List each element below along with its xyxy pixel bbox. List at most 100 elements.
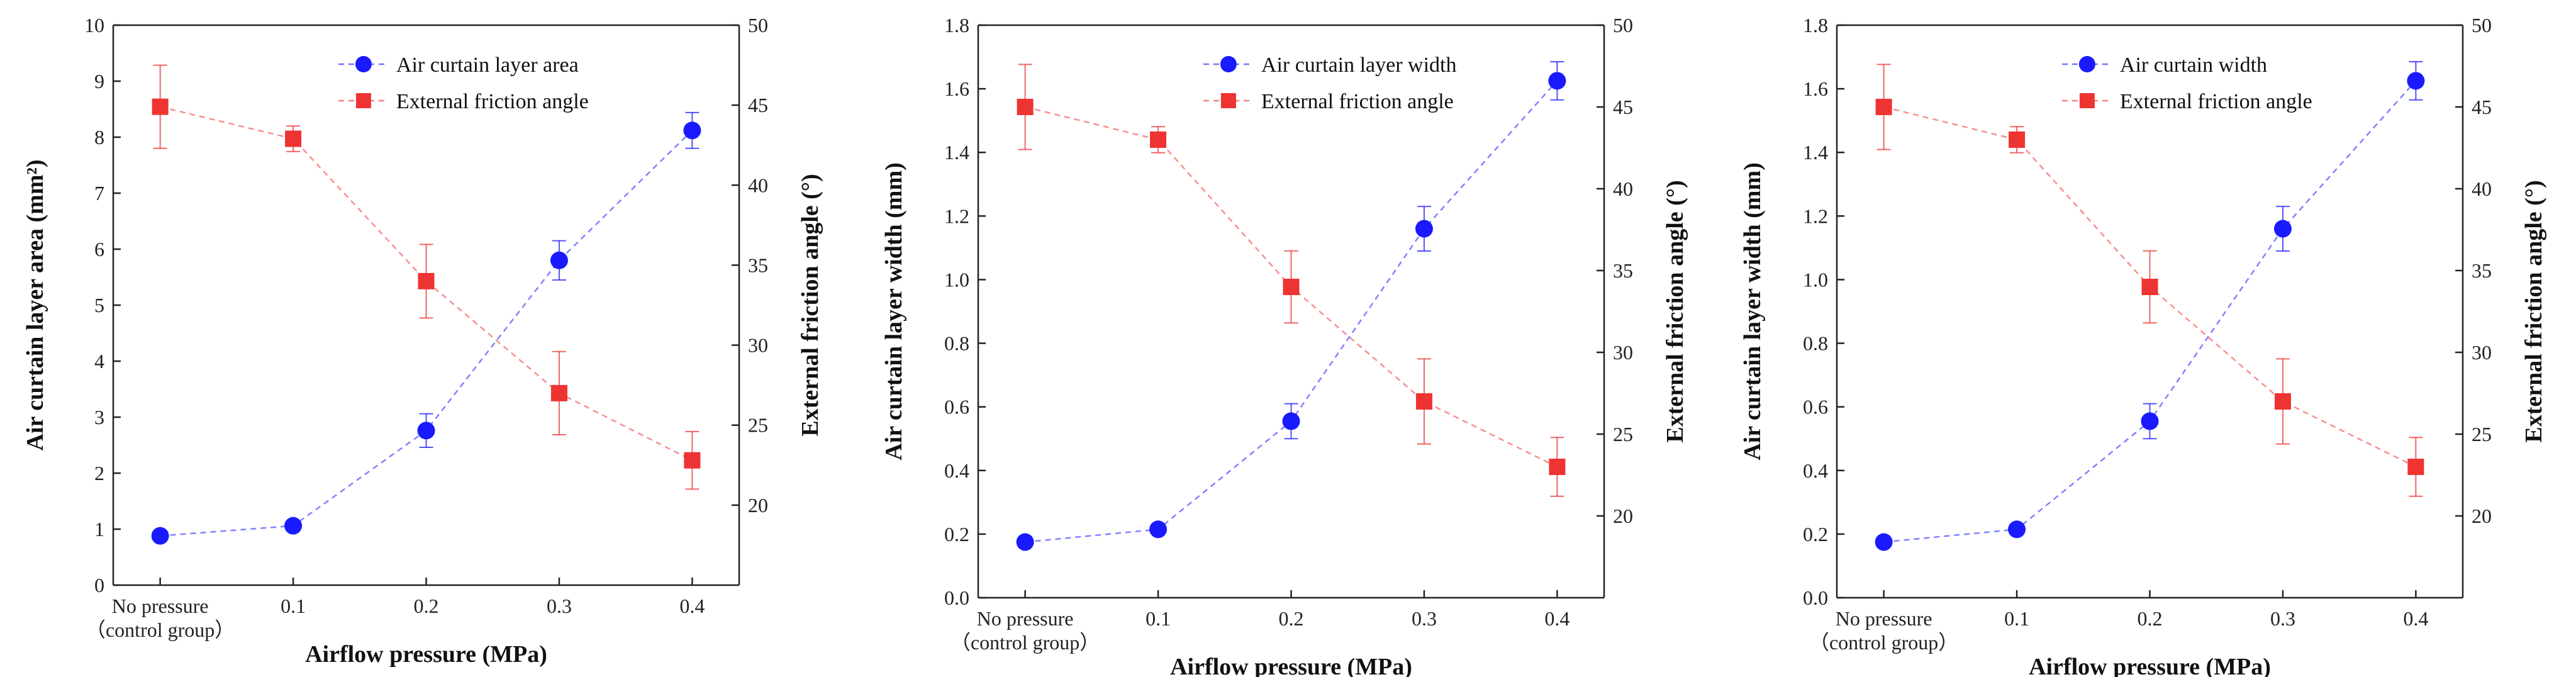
y-right-tick-label: 25: [2472, 423, 2492, 445]
data-point: [151, 527, 169, 545]
y-left-tick-label: 1: [94, 518, 104, 540]
x-axis-title: Airflow pressure (MPa): [2029, 654, 2271, 677]
y-left-tick-label: 9: [94, 70, 104, 92]
y-right-tick-label: 25: [748, 414, 768, 437]
x-tick-label: 0.2: [2138, 607, 2163, 630]
y-left-tick-label: 10: [84, 14, 104, 36]
y-right-tick-label: 45: [2472, 96, 2492, 118]
y-right-tick-label: 40: [2472, 177, 2492, 200]
data-point: [418, 272, 435, 289]
y-left-tick-label: 0.6: [1803, 396, 1828, 418]
y-left-tick-label: 1.8: [944, 14, 969, 36]
y-right-tick-label: 50: [748, 14, 768, 36]
legend-marker: [1220, 56, 1237, 72]
x-tick-label: 0.1: [2004, 607, 2029, 630]
y-left-tick-label: 1.4: [944, 141, 969, 164]
data-point: [2407, 72, 2425, 90]
legend-item: External friction angle: [338, 90, 589, 113]
data-point: [1875, 99, 1892, 115]
y-left-tick-label: 4: [94, 350, 104, 372]
data-point: [2274, 393, 2291, 410]
x-axis-title: Airflow pressure (MPa): [305, 641, 547, 668]
legend-label: External friction angle: [396, 90, 589, 113]
x-tick-label: （control group）: [1809, 631, 1958, 654]
y-right-axis-title: External friction angle (°): [2521, 180, 2547, 442]
legend-marker: [2079, 93, 2095, 108]
legend-item: Air curtain width: [2061, 53, 2267, 77]
data-point: [1016, 533, 1034, 551]
y-left-tick-label: 1.6: [1803, 77, 1828, 100]
x-tick-label: 0.3: [547, 595, 572, 617]
y-right-tick-label: 20: [2472, 505, 2492, 527]
y-left-tick-label: 1.0: [1803, 268, 1828, 291]
y-left-tick-label: 0.8: [1803, 332, 1828, 355]
legend-label: Air curtain width: [2120, 53, 2267, 77]
data-point: [1875, 533, 1893, 551]
y-left-tick-label: 0: [94, 574, 104, 596]
data-point: [1549, 459, 1566, 475]
data-point: [1415, 393, 1432, 410]
y-left-axis-title: Air curtain layer width (mm): [1739, 162, 1766, 461]
series-line: [160, 106, 693, 461]
y-right-tick-label: 20: [748, 494, 768, 517]
legend-item: External friction angle: [2061, 90, 2312, 113]
x-tick-label: （control group）: [86, 618, 235, 641]
data-point: [1017, 99, 1034, 115]
data-point: [550, 384, 567, 401]
y-right-axis-title: External friction angle (°): [1662, 180, 1688, 442]
y-left-tick-label: 1.4: [1803, 141, 1828, 164]
legend-label: External friction angle: [1261, 90, 1454, 113]
y-right-tick-label: 30: [2472, 341, 2492, 364]
legend-item: Air curtain layer area: [338, 53, 579, 77]
legend-label: External friction angle: [2120, 90, 2312, 113]
chart-panel-width: 0.0 0.2 0.4 0.6 0.8 1.0 1.2 1.4 1.6 1.8 20 25 30 35 40…: [859, 0, 1717, 677]
x-tick-label: 0.1: [281, 595, 306, 617]
data-point: [550, 251, 568, 269]
x-tick-label: 0.2: [414, 595, 439, 617]
x-tick-label: 0.3: [2270, 607, 2295, 630]
data-point: [2273, 220, 2292, 238]
x-tick-label: 0.4: [679, 595, 705, 617]
y-right-axis-title: External friction angle (°): [797, 174, 823, 436]
y-right-tick-label: 20: [1613, 505, 1633, 527]
y-left-tick-label: 0.2: [1803, 523, 1828, 546]
data-point: [1415, 220, 1433, 238]
x-tick-label: No pressure: [977, 607, 1074, 630]
chart-svg-width: 0.0 0.2 0.4 0.6 0.8 1.0 1.2 1.4 1.6 1.8 20 25 30 35 40…: [881, 14, 1688, 677]
legend-marker: [355, 93, 371, 108]
data-point: [284, 517, 303, 535]
x-tick-label: （control group）: [951, 631, 1100, 654]
y-left-tick-label: 1.2: [1803, 204, 1828, 227]
y-right-tick-label: 35: [2472, 259, 2492, 282]
y-left-tick-label: 1.2: [944, 204, 969, 227]
x-tick-label: No pressure: [1836, 607, 1932, 630]
data-point: [2008, 520, 2026, 539]
y-left-tick-label: 3: [94, 406, 104, 428]
y-left-tick-label: 0.4: [944, 459, 969, 482]
x-axis-title: Airflow pressure (MPa): [1170, 654, 1412, 677]
data-point: [2407, 459, 2424, 475]
chart-panel-area: 0 1 2 3 4 5 6 7 8 9 10 20 25 30 35 40 45 50 No pressure （co…: [0, 0, 859, 674]
y-right-tick-label: 50: [2472, 14, 2492, 36]
y-left-axis-title: Air curtain layer width (mm): [881, 162, 907, 461]
legend-item: Air curtain layer width: [1203, 53, 1457, 77]
y-left-tick-label: 1.8: [1803, 14, 1828, 36]
legend-marker: [2078, 56, 2095, 72]
chart-svg-width-2: 0.0 0.2 0.4 0.6 0.8 1.0 1.2 1.4 1.6 1.8 20 25 30 35 40…: [1739, 14, 2547, 677]
data-point: [683, 121, 701, 140]
y-right-tick-label: 40: [1613, 177, 1633, 200]
y-left-tick-label: 5: [94, 294, 104, 316]
data-point: [1282, 412, 1300, 430]
y-left-tick-label: 0.6: [944, 396, 969, 418]
y-right-tick-label: 50: [1613, 14, 1633, 36]
data-point: [2141, 279, 2158, 295]
y-right-tick-label: 25: [1613, 423, 1633, 445]
y-left-axis-title: Air curtain layer area (mm²): [22, 159, 48, 450]
x-tick-label: 0.2: [1279, 607, 1304, 630]
data-point: [1149, 520, 1168, 539]
y-left-tick-label: 6: [94, 238, 104, 260]
data-point: [1283, 279, 1300, 295]
y-right-tick-label: 40: [748, 174, 768, 196]
legend-marker: [1220, 93, 1236, 108]
